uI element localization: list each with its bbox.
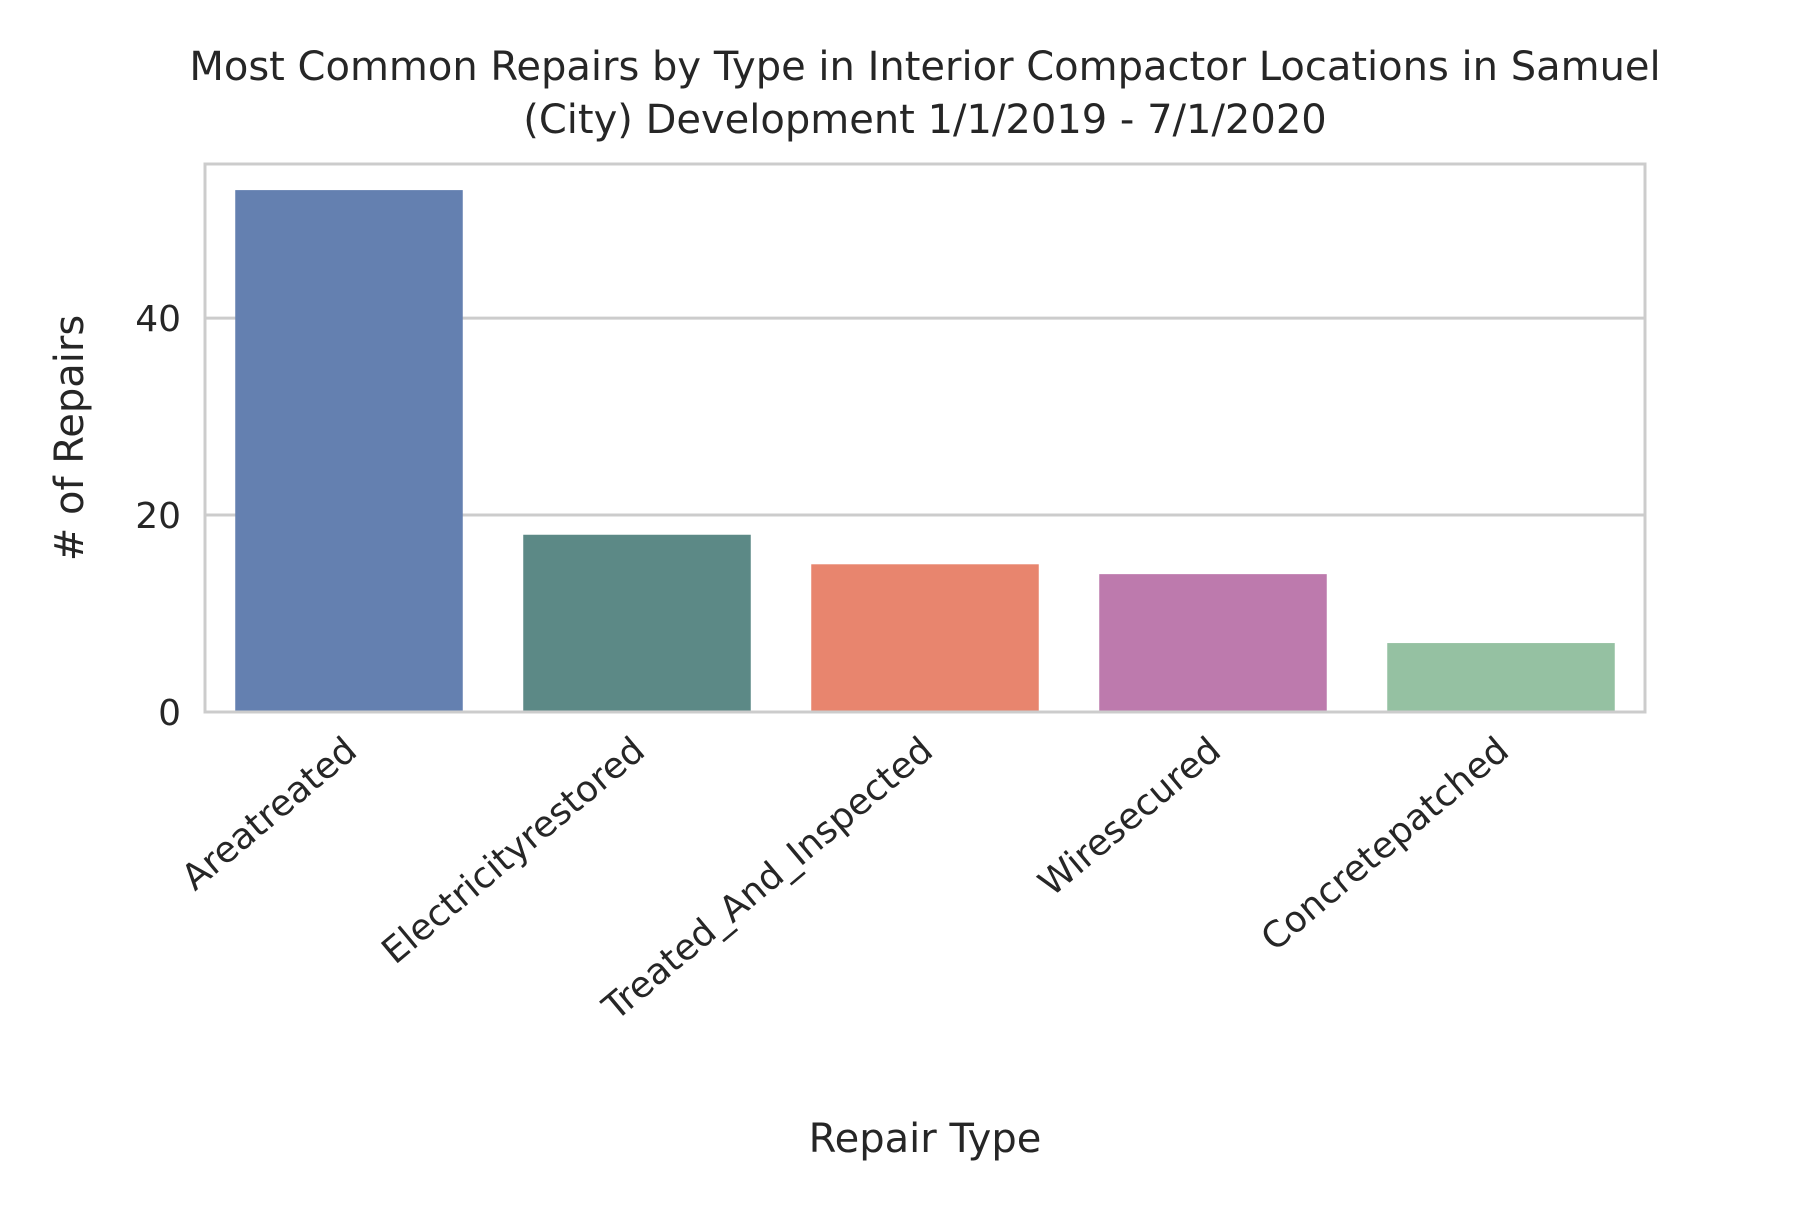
x-axis-label: Repair Type — [809, 1116, 1042, 1162]
bar-areatreated — [235, 190, 463, 713]
x-tick-label: Electricityrestored — [374, 729, 652, 972]
y-tick-label: 0 — [158, 693, 181, 734]
x-tick-label: Concretepatched — [1254, 729, 1517, 959]
bar-concretepatched — [1387, 643, 1615, 712]
y-tick-label: 20 — [135, 496, 181, 537]
y-tick-labels: 0 20 40 — [135, 299, 181, 734]
bar-treated-and-inspected — [811, 564, 1039, 712]
bar-electricityrestored — [523, 534, 751, 712]
bar-wiresecured — [1099, 574, 1327, 712]
chart-title-line-1: Most Common Repairs by Type in Interior … — [189, 44, 1660, 90]
plot-frame — [203, 162, 1647, 714]
y-axis-label: # of Repairs — [47, 315, 93, 561]
x-tick-labels: Areatreated ElectricityrestoredTreated_An… — [174, 729, 1517, 1029]
bars — [235, 190, 1615, 713]
chart-title-line-2: (City) Development 1/1/2019 - 7/1/2020 — [523, 97, 1326, 143]
x-tick-label: Wiresecured — [1031, 729, 1229, 904]
y-tick-label: 40 — [135, 299, 181, 340]
x-tick-label: Treated_And_Inspected — [595, 729, 941, 1029]
x-tick-label: Areatreated — [174, 729, 365, 898]
